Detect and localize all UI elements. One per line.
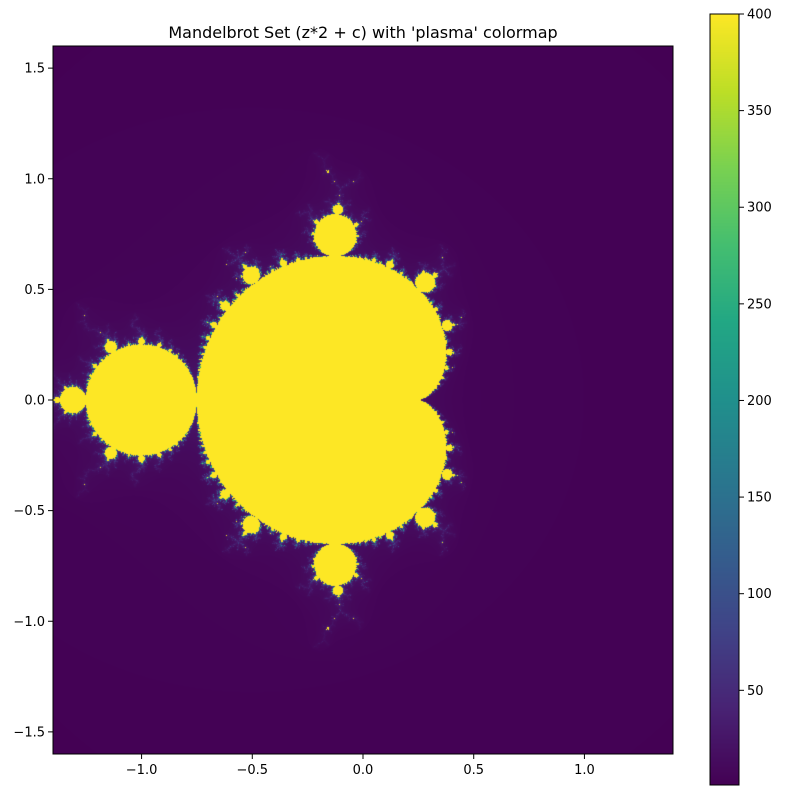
y-tick-label: 0.5 — [24, 283, 45, 298]
y-axis: 1.5 1.0 0.5 0.0 −0.5 −1.0 −1.5 — [13, 62, 53, 740]
y-tick-label: 0.0 — [24, 394, 45, 409]
colorbar-tick-label: 150 — [747, 491, 772, 506]
colorbar-tick-label: 400 — [747, 8, 772, 23]
x-axis: −1.0 −0.5 0.0 0.5 1.0 — [126, 754, 595, 778]
colorbar-tick-label: 250 — [747, 297, 772, 312]
x-tick-label: 0.5 — [463, 763, 484, 778]
y-tick-label: −1.5 — [13, 725, 45, 740]
colorbar-tick-label: 300 — [747, 201, 772, 216]
mandelbrot-heatmap — [53, 46, 673, 754]
x-tick-label: −1.0 — [126, 763, 158, 778]
y-tick-label: 1.0 — [24, 172, 45, 187]
x-tick-label: 1.0 — [574, 763, 595, 778]
x-tick-label: −0.5 — [236, 763, 268, 778]
x-tick-label: 0.0 — [353, 763, 374, 778]
colorbar-tick-label: 50 — [747, 684, 764, 699]
colorbar-frame — [709, 13, 740, 786]
colorbar-axis: 400 350 300 250 200 150 100 50 — [739, 8, 772, 699]
chart-title: Mandelbrot Set (z*2 + c) with 'plasma' c… — [168, 23, 557, 42]
colorbar-tick-label: 350 — [747, 104, 772, 119]
y-tick-label: 1.5 — [24, 62, 45, 77]
colorbar-tick-label: 200 — [747, 394, 772, 409]
y-tick-label: −0.5 — [13, 504, 45, 519]
colorbar-tick-label: 100 — [747, 587, 772, 602]
colorbar-gradient — [710, 14, 739, 785]
y-tick-label: −1.0 — [13, 615, 45, 630]
